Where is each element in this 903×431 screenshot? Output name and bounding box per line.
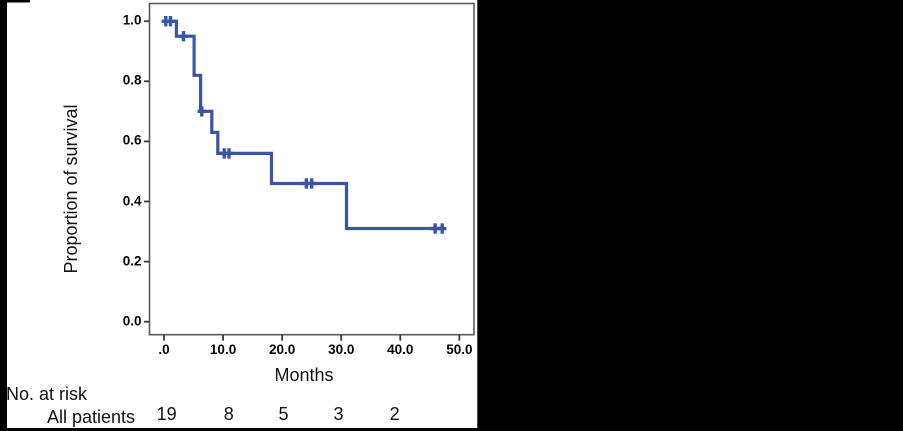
y-tick-label: 0.8 bbox=[122, 72, 142, 88]
plot-frame bbox=[148, 2, 475, 336]
y-axis-title: Proportion of survival bbox=[61, 104, 82, 274]
y-tick-label: 1.0 bbox=[122, 12, 142, 28]
x-tick-label: 50.0 bbox=[446, 341, 473, 357]
x-tick-label: 30.0 bbox=[328, 341, 355, 357]
chart-panel bbox=[7, 0, 478, 428]
risk-count: 5 bbox=[278, 404, 289, 424]
y-tick-label: 0.6 bbox=[122, 132, 142, 148]
risk-row-label: All patients bbox=[47, 407, 136, 427]
x-tick-label: 10.0 bbox=[209, 341, 237, 357]
y-tick-label: 0.2 bbox=[122, 253, 142, 269]
risk-count: 2 bbox=[389, 404, 400, 424]
risk-table-title: No. at risk bbox=[6, 384, 88, 404]
risk-count: 3 bbox=[333, 404, 344, 424]
x-tick-label: 20.0 bbox=[268, 341, 296, 357]
x-tick-label: .0 bbox=[158, 341, 170, 357]
risk-count: 8 bbox=[223, 404, 234, 424]
risk-count: 19 bbox=[156, 404, 177, 424]
y-tick-label: 0.0 bbox=[122, 313, 142, 329]
y-tick-label: 0.4 bbox=[122, 193, 142, 209]
top-left-edge bbox=[0, 0, 30, 3]
x-axis-title: Months bbox=[274, 365, 334, 385]
x-tick-label: 40.0 bbox=[387, 341, 414, 357]
